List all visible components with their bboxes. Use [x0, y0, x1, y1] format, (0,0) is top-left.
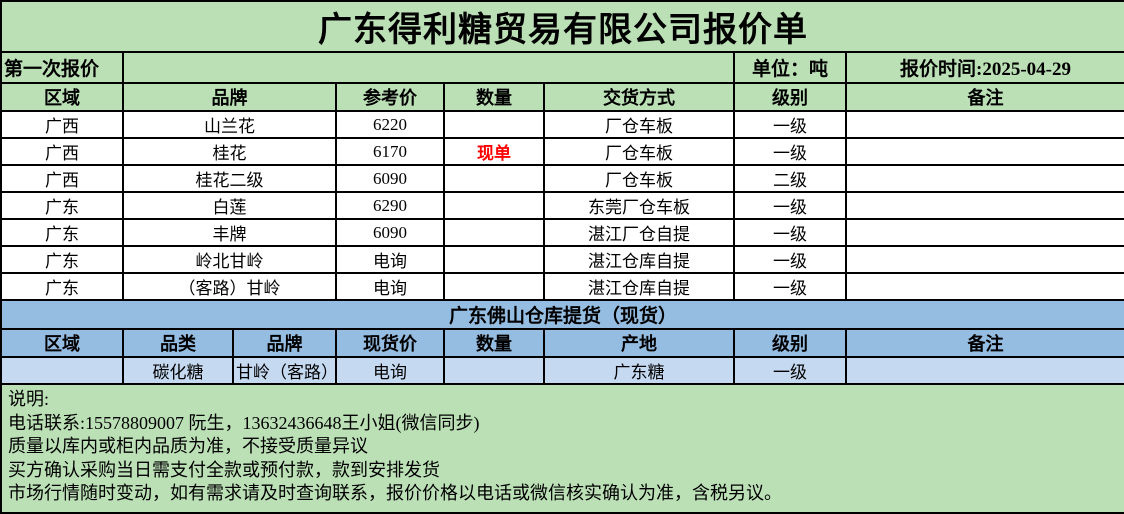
spot-cell-region: [0, 356, 124, 385]
quote-row: 广东 白莲 6290 东莞厂仓车板 一级: [0, 191, 1124, 220]
spot-col-region: 区域: [0, 328, 124, 358]
cell-ref-price: 6290: [335, 191, 445, 220]
spot-cell-origin: 广东糖: [543, 356, 735, 385]
info-row: 第一次报价 单位：吨 报价时间:2025-04-29: [0, 51, 1124, 84]
notes-row: 说明: 电话联系:15578809007 阮生，13632436648王小姐(微…: [0, 383, 1124, 514]
cell-brand: 山兰花: [122, 110, 337, 139]
cell-remark: [845, 164, 1124, 193]
quote-row: 广西 桂花 6170 现单 厂仓车板 一级: [0, 137, 1124, 166]
cell-grade: 一级: [733, 137, 847, 166]
spot-cell-spot-price: 电询: [335, 356, 445, 385]
cell-grade: 一级: [733, 191, 847, 220]
cell-region: 广西: [0, 164, 124, 193]
cell-region: 广西: [0, 137, 124, 166]
cell-remark: [845, 110, 1124, 139]
spot-cell-grade: 一级: [733, 356, 847, 385]
spot-row: 碳化糖 甘岭（客路） 电询 广东糖 一级: [0, 356, 1124, 385]
title-row: 广东得利糖贸易有限公司报价单: [0, 0, 1124, 53]
col-header-region: 区域: [0, 82, 124, 112]
cell-grade: 一级: [733, 272, 847, 301]
cell-ref-price: 6090: [335, 218, 445, 247]
spot-cell-category: 碳化糖: [122, 356, 234, 385]
cell-quantity: [443, 245, 545, 274]
cell-region: 广东: [0, 191, 124, 220]
spot-section-title: 广东佛山仓库提货（现货）: [0, 299, 1124, 330]
cell-delivery: 厂仓车板: [543, 164, 735, 193]
cell-region: 广东: [0, 218, 124, 247]
cell-brand: （客路）甘岭: [122, 272, 337, 301]
spot-section-header: 区域 品类 品牌 现货价 数量 产地 级别 备注: [0, 328, 1124, 358]
notes-label: 说明:: [8, 389, 50, 409]
cell-brand: 桂花二级: [122, 164, 337, 193]
cell-delivery: 湛江厂仓自提: [543, 218, 735, 247]
cell-ref-price: 6170: [335, 137, 445, 166]
cell-remark: [845, 191, 1124, 220]
spot-col-origin: 产地: [543, 328, 735, 358]
note-payment: 买方确认采购当日需支付全款或预付款，款到安排发货: [8, 459, 440, 480]
notes-block: 说明: 电话联系:15578809007 阮生，13632436648王小姐(微…: [0, 383, 1124, 514]
note-quality: 质量以库内或柜内品质为准，不接受质量异议: [8, 436, 368, 456]
spot-col-spot-price: 现货价: [335, 328, 445, 358]
cell-delivery: 厂仓车板: [543, 137, 735, 166]
cell-remark: [845, 137, 1124, 166]
spot-col-grade: 级别: [733, 328, 847, 358]
spot-col-brand: 品牌: [232, 328, 337, 358]
page-title: 广东得利糖贸易有限公司报价单: [0, 0, 1124, 53]
col-header-ref-price: 参考价: [335, 82, 445, 112]
cell-brand: 岭北甘岭: [122, 245, 337, 274]
cell-region: 广东: [0, 245, 124, 274]
cell-ref-price: 6220: [335, 110, 445, 139]
note-market: 市场行情随时变动，如有需求请及时查询联系，报价价格以电话或微信核实确认为准，含税…: [8, 483, 782, 503]
cell-quantity-highlight: 现单: [443, 137, 545, 166]
spot-cell-brand: 甘岭（客路）: [232, 356, 337, 385]
spot-col-quantity: 数量: [443, 328, 545, 358]
cell-grade: 一级: [733, 245, 847, 274]
col-header-remark: 备注: [845, 82, 1124, 112]
cell-delivery: 湛江仓库自提: [543, 245, 735, 274]
quote-row: 广东 丰牌 6090 湛江厂仓自提 一级: [0, 218, 1124, 247]
cell-quantity: [443, 164, 545, 193]
cell-region: 广东: [0, 272, 124, 301]
quote-row: 广西 桂花二级 6090 厂仓车板 二级: [0, 164, 1124, 193]
note-contact: 电话联系:15578809007 阮生，13632436648王小姐(微信同步): [8, 412, 480, 433]
cell-delivery: 湛江仓库自提: [543, 272, 735, 301]
cell-grade: 一级: [733, 218, 847, 247]
cell-grade: 二级: [733, 164, 847, 193]
unit-label: 单位：吨: [733, 51, 847, 84]
spot-col-category: 品类: [122, 328, 234, 358]
cell-remark: [845, 218, 1124, 247]
col-header-grade: 级别: [733, 82, 847, 112]
cell-remark: [845, 245, 1124, 274]
col-header-brand: 品牌: [122, 82, 337, 112]
cell-delivery: 厂仓车板: [543, 110, 735, 139]
cell-ref-price: 电询: [335, 245, 445, 274]
cell-quantity: [443, 272, 545, 301]
quote-row: 广东 岭北甘岭 电询 湛江仓库自提 一级: [0, 245, 1124, 274]
cell-ref-price: 电询: [335, 272, 445, 301]
col-header-quantity: 数量: [443, 82, 545, 112]
cell-quantity: [443, 191, 545, 220]
quote-row: 广西 山兰花 6220 厂仓车板 一级: [0, 110, 1124, 139]
cell-region: 广西: [0, 110, 124, 139]
cell-remark: [845, 272, 1124, 301]
quote-round-label: 第一次报价: [0, 51, 124, 84]
cell-brand: 白莲: [122, 191, 337, 220]
cell-delivery: 东莞厂仓车板: [543, 191, 735, 220]
info-spacer: [122, 51, 735, 84]
quote-table-header: 区域 品牌 参考价 数量 交货方式 级别 备注: [0, 82, 1124, 112]
spot-cell-quantity: [443, 356, 545, 385]
spot-col-remark: 备注: [845, 328, 1124, 358]
col-header-delivery: 交货方式: [543, 82, 735, 112]
quote-row: 广东 （客路）甘岭 电询 湛江仓库自提 一级: [0, 272, 1124, 301]
cell-brand: 丰牌: [122, 218, 337, 247]
cell-quantity: [443, 218, 545, 247]
spot-cell-remark: [845, 356, 1124, 385]
quote-time-label: 报价时间:2025-04-29: [845, 51, 1124, 84]
spot-section-title-row: 广东佛山仓库提货（现货）: [0, 299, 1124, 330]
cell-brand: 桂花: [122, 137, 337, 166]
cell-quantity: [443, 110, 545, 139]
cell-grade: 一级: [733, 110, 847, 139]
cell-ref-price: 6090: [335, 164, 445, 193]
